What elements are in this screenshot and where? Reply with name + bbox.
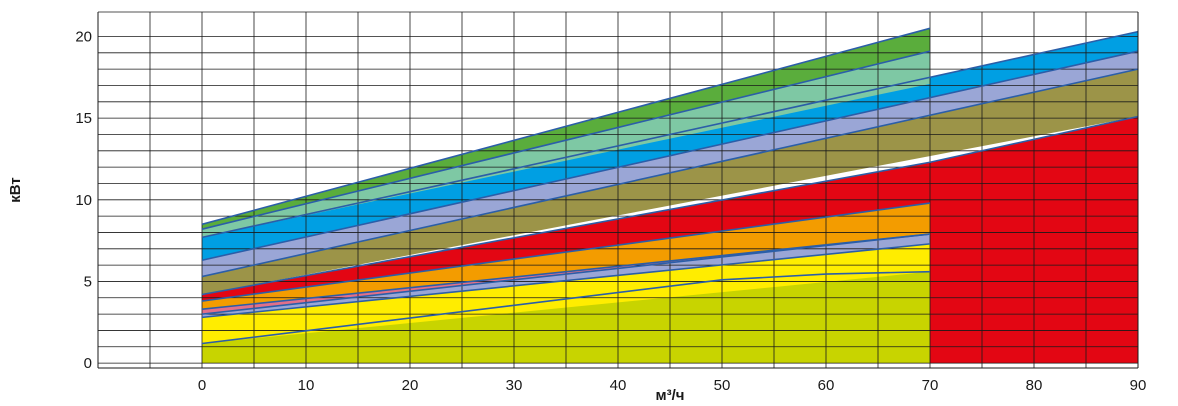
- grid: [97, 11, 1139, 368]
- x-tick-label: 10: [298, 377, 315, 394]
- series-line-1: [201, 243, 931, 319]
- y-tick-label: 10: [75, 192, 92, 209]
- series-line-6: [201, 68, 1139, 278]
- series-line-5: [201, 115, 1139, 296]
- x-tick-label: 60: [818, 377, 835, 394]
- series-line-4: [201, 202, 931, 302]
- boundary-lines: [201, 27, 1139, 345]
- x-tick-label: 20: [402, 377, 419, 394]
- x-tick-label: 30: [506, 377, 523, 394]
- y-axis-title: кВт: [7, 177, 24, 203]
- series-line-10: [201, 27, 931, 226]
- series-line-2: [201, 233, 931, 315]
- x-axis-title: м³/ч: [656, 387, 685, 404]
- series-line-8: [201, 30, 1139, 239]
- y-tick-label: 0: [84, 355, 92, 372]
- tick-labels: 0 10 20 30 40 50 60 70 80 90 0 5 10 15 20: [75, 28, 1146, 394]
- x-tick-label: 70: [922, 377, 939, 394]
- x-tick-label: 0: [198, 377, 206, 394]
- series-line-0: [201, 270, 931, 345]
- axes: [97, 12, 1139, 369]
- x-tick-label: 40: [610, 377, 627, 394]
- x-tick-label: 50: [714, 377, 731, 394]
- series-line-3: [201, 233, 931, 311]
- y-tick-label: 15: [75, 110, 92, 127]
- x-tick-label: 80: [1026, 377, 1043, 394]
- series-line-7: [201, 50, 1139, 262]
- x-tick-label: 90: [1130, 377, 1147, 394]
- y-tick-label: 20: [75, 28, 92, 45]
- y-tick-label: 5: [84, 273, 92, 290]
- series-line-9: [201, 50, 931, 230]
